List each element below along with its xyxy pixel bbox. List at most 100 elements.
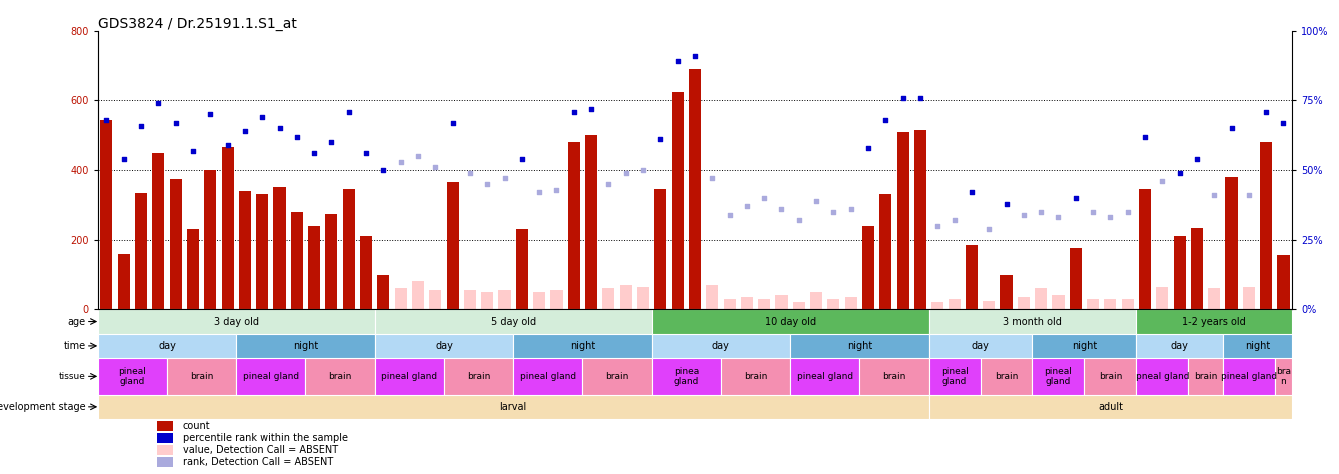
Point xyxy=(1031,208,1052,216)
Point xyxy=(304,150,325,157)
Bar xyxy=(1032,358,1085,395)
Text: brain: brain xyxy=(605,372,629,381)
Point xyxy=(130,122,151,129)
Point xyxy=(459,169,481,177)
Bar xyxy=(655,189,667,310)
Point xyxy=(857,144,878,152)
Bar xyxy=(1173,236,1185,310)
Bar xyxy=(1188,358,1223,395)
Point xyxy=(1014,211,1035,219)
Text: time: time xyxy=(64,341,86,351)
Point xyxy=(1099,214,1121,221)
Point xyxy=(580,105,601,113)
Point xyxy=(597,180,619,188)
Bar xyxy=(980,358,1032,395)
Text: night: night xyxy=(293,341,319,351)
Point xyxy=(269,125,291,132)
Text: 10 day old: 10 day old xyxy=(765,317,815,327)
Bar xyxy=(1137,334,1223,358)
Point xyxy=(1047,214,1069,221)
Text: pineal
gland: pineal gland xyxy=(941,367,968,386)
Text: percentile rank within the sample: percentile rank within the sample xyxy=(182,433,348,443)
Bar xyxy=(533,292,545,310)
Bar xyxy=(516,229,528,310)
Bar xyxy=(1139,189,1152,310)
Bar xyxy=(828,299,840,310)
Point xyxy=(840,205,861,213)
Text: brain: brain xyxy=(328,372,352,381)
Point xyxy=(874,116,896,124)
Bar xyxy=(238,191,250,310)
Text: pineal gland: pineal gland xyxy=(242,372,299,381)
Bar xyxy=(1277,255,1289,310)
Point xyxy=(736,202,758,210)
Bar xyxy=(740,297,753,310)
Text: brain: brain xyxy=(1194,372,1217,381)
Bar xyxy=(463,290,475,310)
Point xyxy=(615,169,636,177)
Point xyxy=(511,155,533,163)
Point xyxy=(1152,177,1173,185)
Bar xyxy=(582,358,652,395)
Bar xyxy=(158,445,173,456)
Bar xyxy=(98,358,167,395)
Text: value, Detection Call = ABSENT: value, Detection Call = ABSENT xyxy=(182,445,337,455)
Text: day: day xyxy=(1170,341,1189,351)
Bar xyxy=(1223,334,1292,358)
Point xyxy=(789,217,810,224)
Text: brain: brain xyxy=(190,372,213,381)
Bar xyxy=(620,285,632,310)
Bar xyxy=(308,226,320,310)
Text: pneal gland: pneal gland xyxy=(1135,372,1189,381)
Text: brain: brain xyxy=(467,372,490,381)
Point xyxy=(1204,191,1225,199)
Point xyxy=(477,180,498,188)
Bar xyxy=(395,289,407,310)
Point xyxy=(165,119,186,127)
Bar xyxy=(256,194,268,310)
Text: day: day xyxy=(435,341,453,351)
Bar xyxy=(915,130,927,310)
Bar xyxy=(158,457,173,467)
Point xyxy=(529,189,550,196)
Bar xyxy=(1190,228,1202,310)
Bar xyxy=(688,69,702,310)
Bar xyxy=(445,358,513,395)
Point xyxy=(684,52,706,60)
Text: night: night xyxy=(570,341,595,351)
Text: 1-2 years old: 1-2 years old xyxy=(1182,317,1247,327)
Text: tissue: tissue xyxy=(59,372,86,381)
Point xyxy=(1221,125,1243,132)
Bar xyxy=(965,245,977,310)
Text: brain: brain xyxy=(995,372,1018,381)
Bar xyxy=(170,179,182,310)
Bar xyxy=(360,236,372,310)
Bar xyxy=(1000,274,1012,310)
Bar xyxy=(430,290,442,310)
Bar xyxy=(603,289,615,310)
Bar xyxy=(1087,299,1099,310)
Bar xyxy=(1275,358,1292,395)
Text: 3 day old: 3 day old xyxy=(214,317,258,327)
Bar xyxy=(325,214,337,310)
Point xyxy=(1256,108,1277,115)
Point xyxy=(494,174,516,182)
Bar xyxy=(1032,334,1137,358)
Bar xyxy=(652,358,720,395)
Bar xyxy=(158,433,173,444)
Point xyxy=(355,150,376,157)
Bar xyxy=(568,142,580,310)
Text: night: night xyxy=(1071,341,1097,351)
Text: pineal
gland: pineal gland xyxy=(1044,367,1073,386)
Bar xyxy=(652,310,929,334)
Bar xyxy=(1122,299,1134,310)
Text: day: day xyxy=(158,341,175,351)
Text: 5 day old: 5 day old xyxy=(490,317,536,327)
Bar xyxy=(513,334,652,358)
Bar xyxy=(375,358,445,395)
Bar xyxy=(720,358,790,395)
Bar xyxy=(1137,358,1188,395)
Bar xyxy=(1208,289,1220,310)
Point xyxy=(1169,169,1190,177)
Point xyxy=(337,108,359,115)
